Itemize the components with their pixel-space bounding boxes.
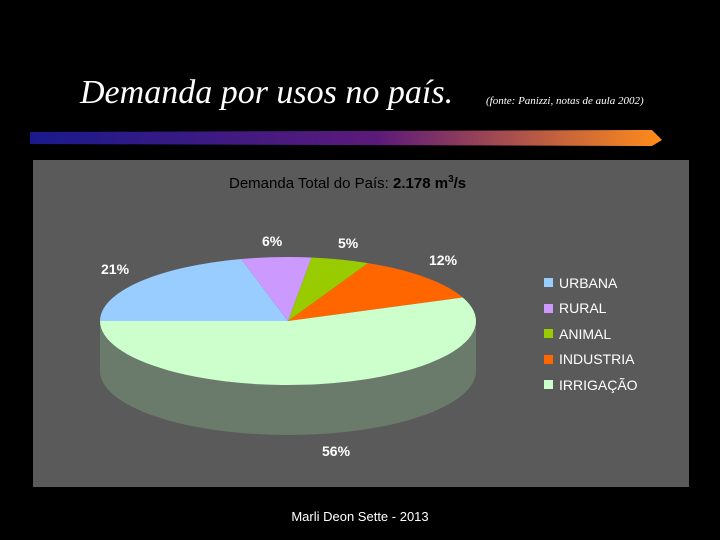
legend-swatch-urbana — [544, 278, 553, 288]
legend-item-rural: RURAL — [544, 296, 638, 322]
pct-label-irrigacao: 56% — [322, 443, 351, 459]
footer-author: Marli Deon Sette - 2013 — [291, 509, 429, 524]
chart-title-text: Demanda Total do País: — [229, 175, 389, 192]
legend-swatch-rural — [544, 303, 553, 313]
slide-title: Demanda por usos no país. — [80, 74, 454, 111]
legend-label-urbana: URBANA — [559, 274, 618, 291]
pie-slice-irrigacao — [100, 297, 477, 386]
pie-slice-urbana — [100, 259, 288, 321]
pie-side — [100, 321, 476, 435]
title-underline-bar — [30, 130, 662, 146]
legend-item-industria: INDUSTRIA — [544, 347, 638, 373]
legend-label-industria: INDUSTRIA — [559, 351, 635, 368]
chart-title-value: 2.178 — [393, 175, 431, 192]
legend-item-urbana: URBANA — [544, 270, 638, 296]
legend-label-animal: ANIMAL — [559, 325, 612, 342]
pct-label-animal: 5% — [338, 235, 359, 251]
legend-swatch-irrigacao — [544, 380, 553, 390]
source-note: (fonte: Panizzi, notas de aula 2002) — [486, 95, 644, 107]
legend-swatch-animal — [544, 329, 553, 339]
pct-label-urbana: 21% — [101, 261, 130, 277]
chart-panel: Demanda Total do País: 2.178 m3/s 21% 6%… — [33, 160, 689, 487]
pie-chart — [100, 257, 477, 435]
chart-title: Demanda Total do País: 2.178 m3/s — [229, 174, 466, 192]
pie-slice-rural — [241, 257, 312, 321]
legend-swatch-industria — [544, 354, 553, 364]
legend-label-rural: RURAL — [559, 300, 607, 317]
legend-item-animal: ANIMAL — [544, 321, 638, 347]
legend-label-irrigacao: IRRIGAÇÃO — [559, 376, 638, 393]
pct-label-industria: 12% — [429, 252, 458, 268]
chart-title-unit-tail: /s — [453, 175, 467, 192]
legend: URBANA RURAL ANIMAL INDUSTRIA IRRIGAÇÃO — [544, 270, 638, 398]
legend-item-irrigacao: IRRIGAÇÃO — [544, 372, 638, 398]
pie-slice-animal — [288, 257, 369, 321]
chart-title-unit-exponent: 3 — [448, 174, 454, 185]
pie-slice-industria — [288, 263, 463, 321]
pct-label-rural: 6% — [262, 233, 283, 249]
chart-title-unit: m — [434, 175, 449, 192]
